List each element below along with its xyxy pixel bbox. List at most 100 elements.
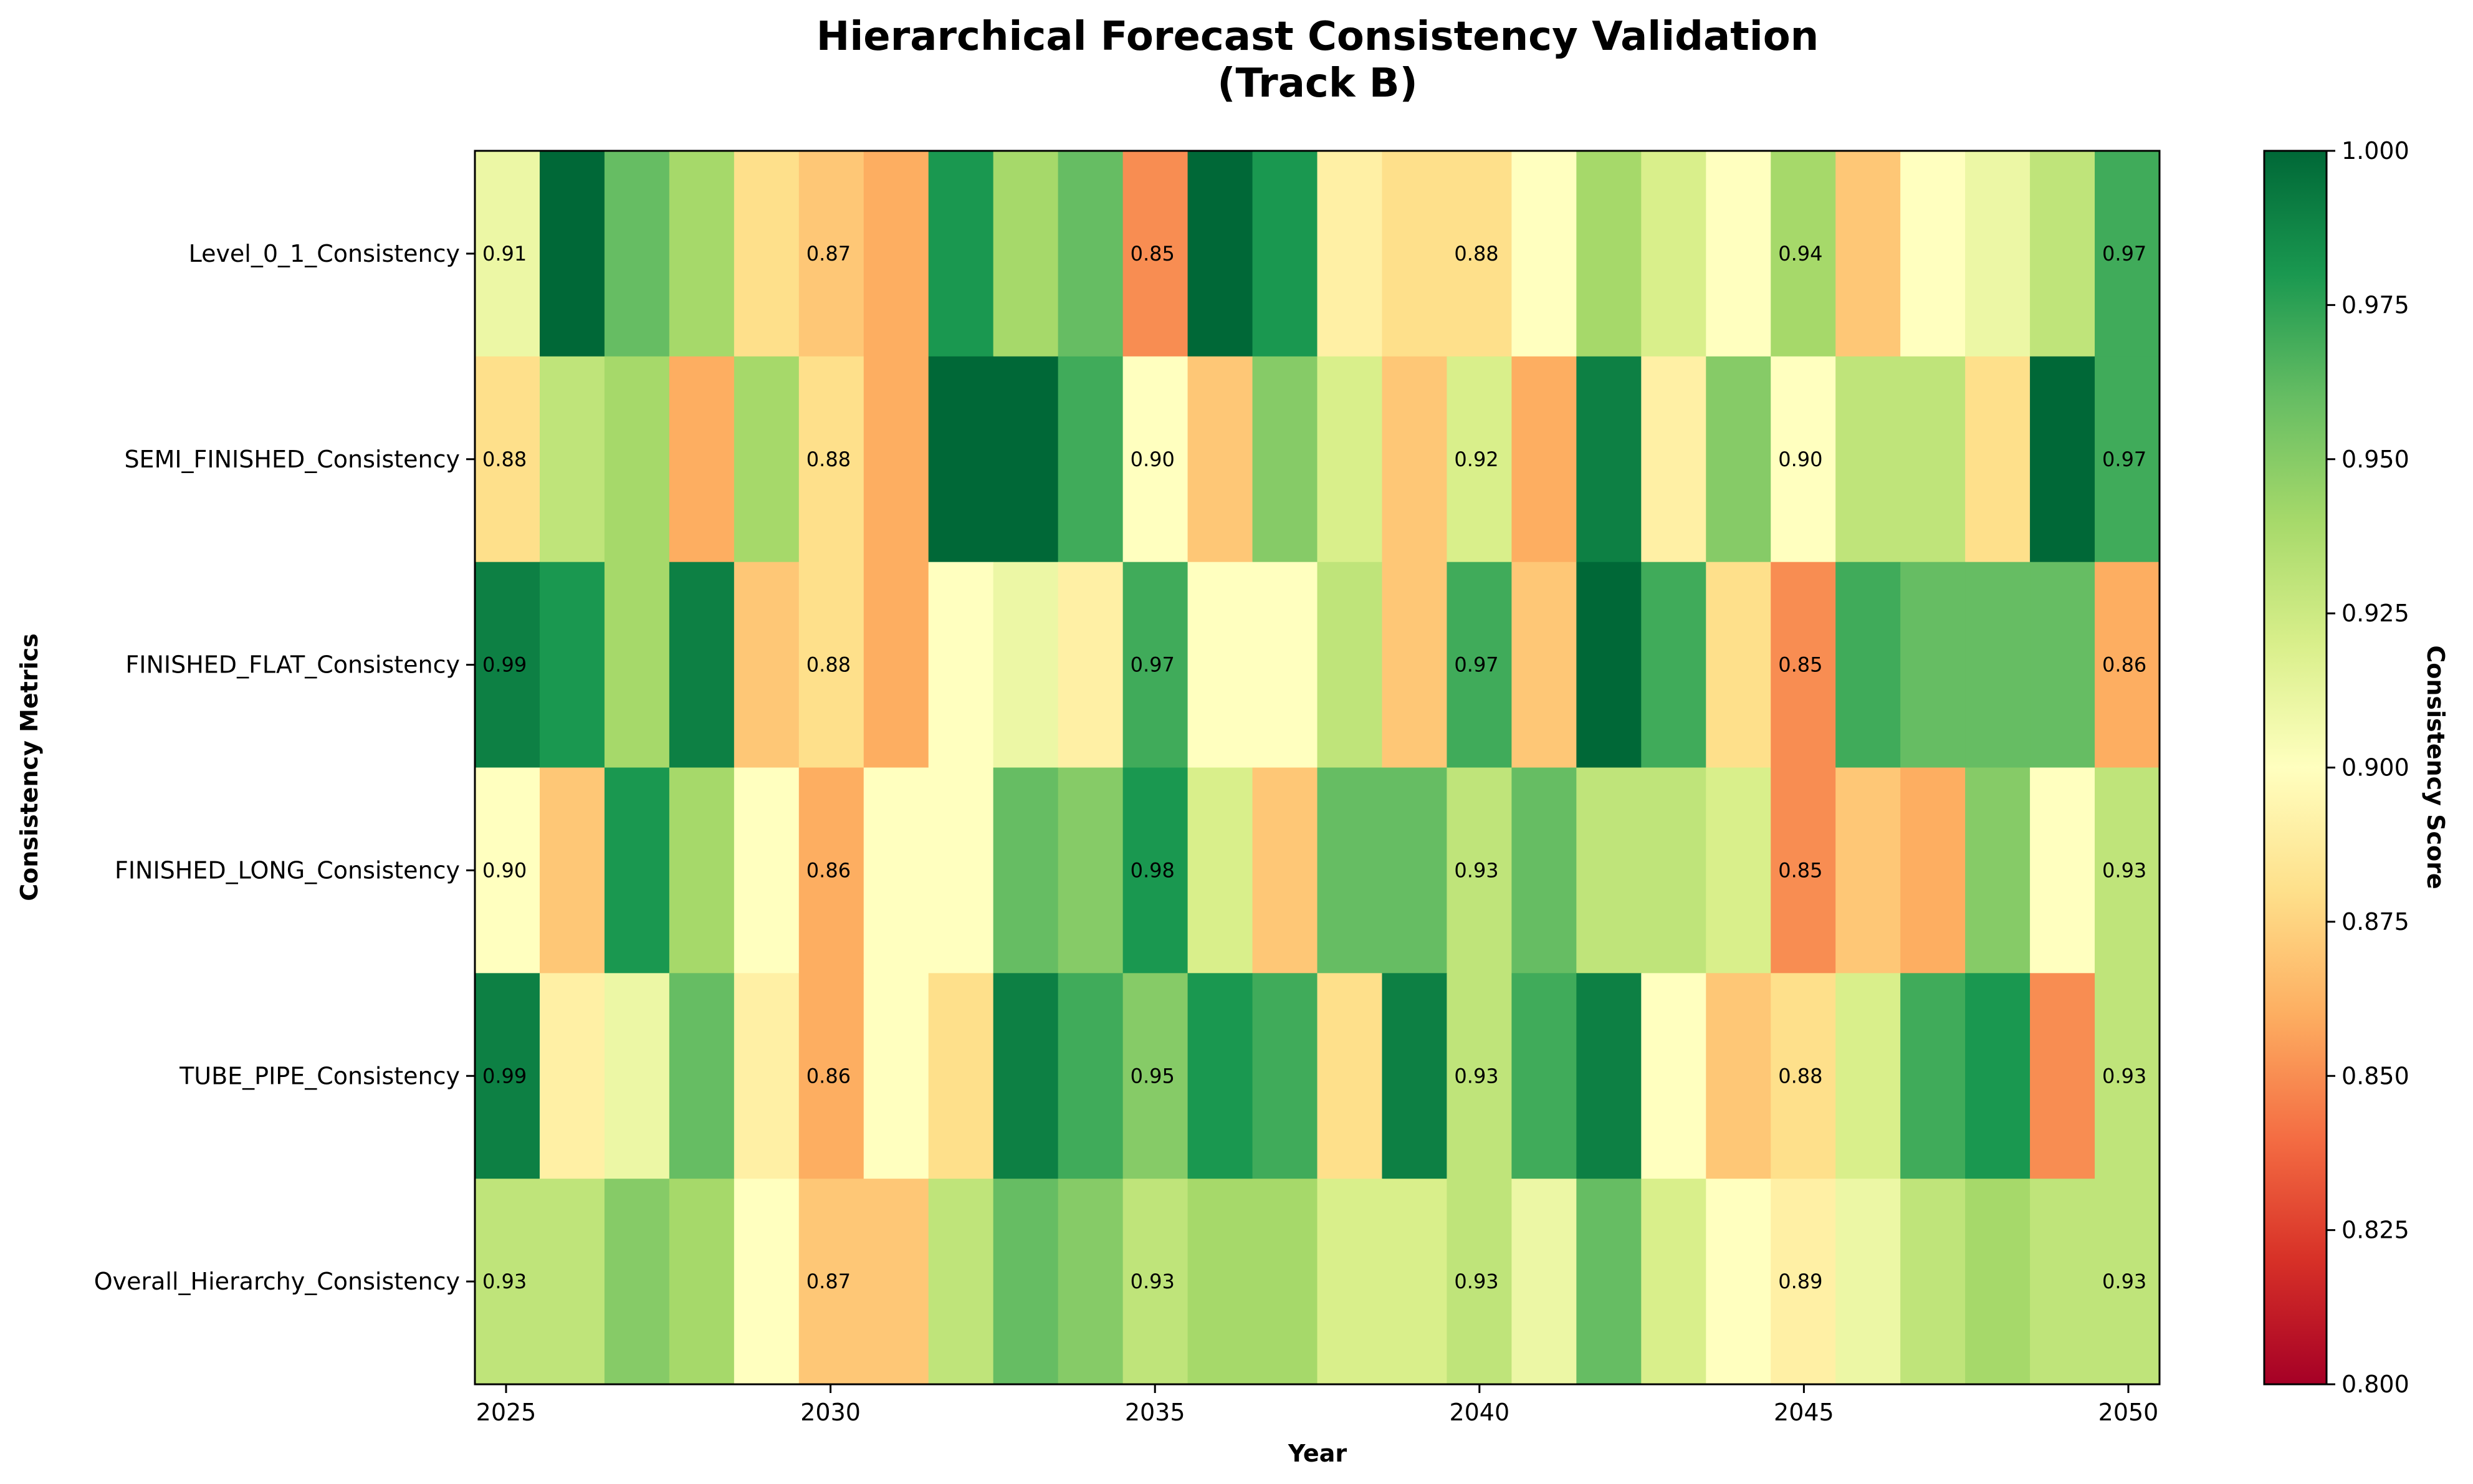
heatmap-cell <box>1900 973 1966 1179</box>
heatmap-cell <box>798 356 864 563</box>
cell-annotation: 0.95 <box>1131 1064 1175 1088</box>
heatmap-cell <box>1187 151 1253 357</box>
x-tick-label: 2035 <box>1125 1399 1185 1426</box>
heatmap-cell <box>1965 151 2031 357</box>
heatmap-cell <box>669 151 735 357</box>
heatmap-cell <box>863 973 929 1179</box>
heatmap-cell <box>1835 1179 1901 1385</box>
heatmap-cell <box>539 1179 605 1385</box>
heatmap-cell <box>798 973 864 1179</box>
heatmap-cell <box>1706 356 1771 563</box>
colorbar-tick-label: 0.975 <box>2341 291 2409 318</box>
cell-annotation: 0.90 <box>482 858 527 882</box>
colorbar-tick-label: 1.000 <box>2341 137 2409 165</box>
cell-annotation: 0.93 <box>2102 1270 2146 1293</box>
heatmap-cell <box>1187 562 1253 768</box>
heatmap-cell <box>669 973 735 1179</box>
heatmap-cell <box>2095 1179 2160 1385</box>
heatmap-cell <box>539 767 605 974</box>
heatmap-cell <box>734 973 800 1179</box>
heatmap-cell <box>2030 1179 2095 1385</box>
plot-frame <box>474 150 2161 1386</box>
cell-annotation: 0.99 <box>482 1064 527 1088</box>
heatmap-cell <box>2095 562 2160 768</box>
heatmap-cell <box>1058 1179 1124 1385</box>
heatmap-cell <box>734 767 800 974</box>
cell-annotation: 0.85 <box>1131 242 1175 266</box>
heatmap-cell <box>1122 1179 1189 1385</box>
row-label: Overall_Hierarchy_Consistency <box>94 1268 460 1295</box>
x-axis-ticks: 2025 2030 2035 2040 2045 2050 <box>476 1384 2158 1426</box>
cell-annotation: 0.88 <box>1778 1064 1822 1088</box>
cell-annotation: 0.88 <box>482 448 527 471</box>
heatmap-cell <box>1771 562 1836 768</box>
heatmap-cell <box>1835 767 1901 974</box>
heatmap-cell <box>475 356 540 563</box>
heatmap-cell <box>604 767 670 974</box>
heatmap-cell <box>1641 973 1706 1179</box>
heatmap-cell <box>1576 1179 1642 1385</box>
heatmap-cell <box>1058 356 1124 563</box>
heatmap-cell <box>1317 973 1383 1179</box>
heatmap-cell <box>2030 767 2095 974</box>
heatmap-cell <box>1187 767 1253 974</box>
heatmap-cell <box>604 151 670 357</box>
cell-annotation: 0.93 <box>2102 1064 2146 1088</box>
colorbar-label: Consistency Score <box>2422 645 2449 889</box>
heatmap-cell <box>604 356 670 563</box>
heatmap-cell <box>993 562 1059 768</box>
row-label: FINISHED_LONG_Consistency <box>115 856 460 884</box>
cell-annotation: 0.88 <box>1454 242 1498 266</box>
heatmap-cell <box>863 1179 929 1385</box>
heatmap-cell <box>1771 151 1836 357</box>
heatmap-cell <box>1900 767 1966 974</box>
x-tick-label: 2040 <box>1449 1399 1509 1426</box>
heatmap-cell <box>734 1179 800 1385</box>
heatmap-cell <box>2030 562 2095 768</box>
cell-annotation: 0.90 <box>1131 448 1175 471</box>
heatmap-cell <box>1058 767 1124 974</box>
heatmap-cell <box>1447 1179 1512 1385</box>
heatmap-cell <box>1706 973 1771 1179</box>
cell-annotation: 0.88 <box>806 448 851 471</box>
heatmap-cell <box>475 973 540 1179</box>
heatmap-cell <box>993 151 1059 357</box>
heatmap-cell <box>1641 1179 1706 1385</box>
heatmap-cell <box>1576 151 1642 357</box>
colorbar <box>2263 150 2328 1386</box>
colorbar-tick-label: 0.800 <box>2341 1371 2409 1398</box>
heatmap-cell <box>1576 356 1642 563</box>
heatmap-cell <box>1252 151 1318 357</box>
heatmap-cell <box>734 151 800 357</box>
cell-annotation: 0.88 <box>806 653 851 677</box>
heatmap-cell <box>1122 973 1189 1179</box>
heatmap-cell <box>1965 973 2031 1179</box>
heatmap-cell <box>798 151 864 357</box>
heatmap-cell <box>539 562 605 768</box>
cell-annotation: 0.99 <box>482 653 527 677</box>
heatmap-cell <box>1317 151 1383 357</box>
heatmap-cell <box>1122 767 1189 974</box>
heatmap-cell <box>475 767 540 974</box>
heatmap-cell <box>1771 1179 1836 1385</box>
heatmap-cell <box>539 151 605 357</box>
heatmap-cell <box>1511 562 1577 768</box>
row-label: TUBE_PIPE_Consistency <box>179 1062 460 1089</box>
cell-annotation: 0.97 <box>1454 653 1498 677</box>
heatmap-cell <box>734 562 800 768</box>
heatmap-cell <box>1447 973 1512 1179</box>
cell-annotation: 0.93 <box>1454 1270 1498 1293</box>
heatmap-cell <box>1058 973 1124 1179</box>
heatmap-cell <box>1900 1179 1966 1385</box>
chart-subtitle: (Track B) <box>1217 60 1417 107</box>
cell-annotation: 0.85 <box>1778 653 1822 677</box>
colorbar-tick-label: 0.900 <box>2341 754 2409 782</box>
heatmap-cell <box>1317 767 1383 974</box>
heatmap-cell <box>2030 356 2095 563</box>
heatmap-cell <box>1900 562 1966 768</box>
heatmap-cell <box>1965 767 2031 974</box>
heatmap-cell <box>1706 767 1771 974</box>
heatmap-cell <box>993 356 1059 563</box>
colorbar-tick-label: 0.950 <box>2341 446 2409 473</box>
heatmap-cell <box>1511 356 1577 563</box>
